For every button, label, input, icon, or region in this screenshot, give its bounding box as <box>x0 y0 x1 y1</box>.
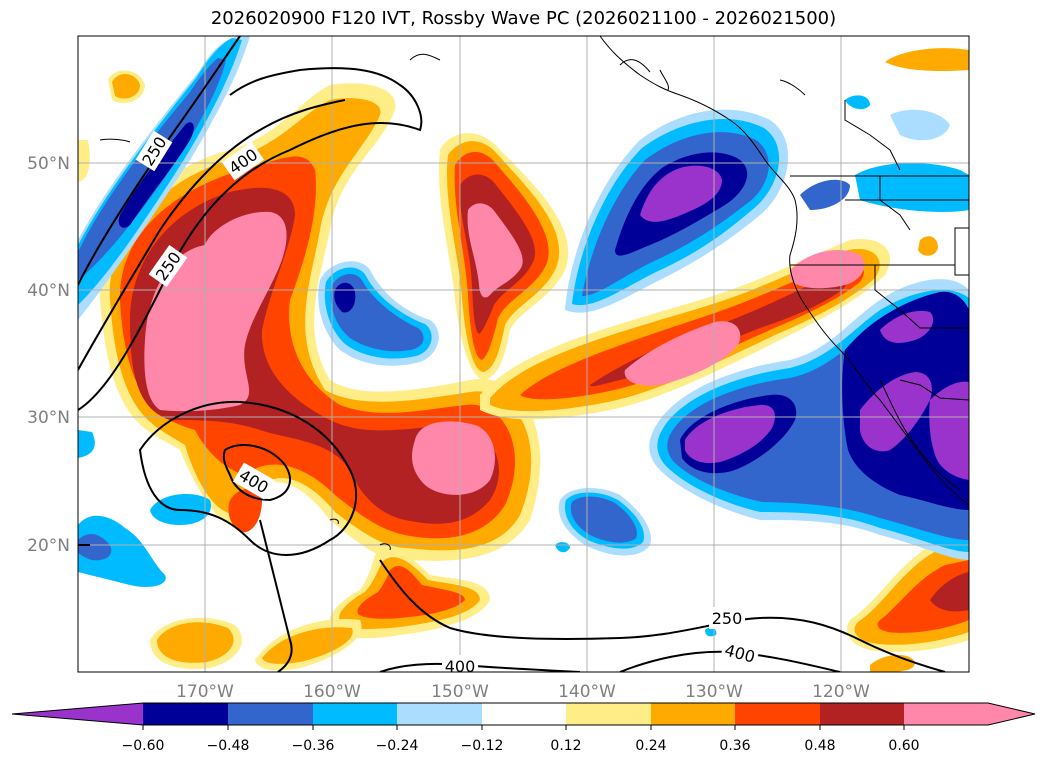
colorbar-bin-1 <box>143 703 228 725</box>
contour-label-250-c: 250 <box>712 609 743 628</box>
positive-anomaly-central <box>438 133 569 380</box>
colorbar-tick-7: 0.24 <box>635 738 666 754</box>
colorbar-bin-6 <box>566 703 651 725</box>
positive-anomaly-east <box>480 239 891 420</box>
coastline <box>99 36 969 551</box>
colorbar-bin-5 <box>482 703 566 725</box>
lon-label-150w: 150°W <box>431 682 489 702</box>
positive-anomaly-southeast <box>846 48 969 672</box>
lon-label-120w: 120°W <box>812 682 870 702</box>
map-frame <box>77 35 970 673</box>
colorbar-bin-8 <box>735 703 820 725</box>
negative-anomaly-central <box>318 261 439 366</box>
colorbar-bin-2 <box>228 703 313 725</box>
map-area: 250 400 250 400 250 400 400 <box>78 36 969 676</box>
lat-label-50n: 50°N <box>27 154 70 174</box>
lon-label-130w: 130°W <box>685 682 743 702</box>
colorbar-tick-1: −0.60 <box>122 738 165 754</box>
colorbar-tick-6: 0.12 <box>550 738 581 754</box>
map-gridlines <box>78 36 969 672</box>
lon-label-140w: 140°W <box>558 682 616 702</box>
colorbar-low-extend <box>12 703 143 725</box>
colorbar-bin-7 <box>651 703 735 725</box>
latitude-labels: 50°N 40°N 30°N 20°N <box>27 154 70 556</box>
colorbar-tick-2: −0.48 <box>207 738 250 754</box>
positive-anomaly-south <box>78 70 490 671</box>
contour-400-west-south <box>259 519 293 672</box>
negative-anomaly-southeast <box>649 279 969 560</box>
colorbar-tick-8: 0.36 <box>719 738 750 754</box>
contour-250-northwest <box>78 36 241 286</box>
political-borders <box>790 36 969 401</box>
contour-250-south <box>379 559 946 672</box>
lat-label-40n: 40°N <box>27 281 70 301</box>
colorbar: −0.60 −0.48 −0.36 −0.24 −0.12 0.12 0.24 … <box>11 702 1036 754</box>
contour-400-north <box>78 67 423 411</box>
lon-label-160w: 160°W <box>303 682 361 702</box>
contour-label-400-d: 400 <box>445 657 476 676</box>
colorbar-bin-9 <box>820 703 904 725</box>
contour-400-northwest <box>78 99 346 371</box>
lat-label-20n: 20°N <box>27 536 70 556</box>
map-title: 2026020900 F120 IVT, Rossby Wave PC (202… <box>210 8 837 29</box>
colorbar-bin-4 <box>397 703 482 725</box>
colorbar-tick-10: 0.60 <box>888 738 919 754</box>
lat-label-30n: 30°N <box>27 408 70 428</box>
contour-400-lower-lobe-inner <box>222 444 291 502</box>
lon-label-170w: 170°W <box>176 682 234 702</box>
colorbar-tick-5: −0.12 <box>461 738 504 754</box>
colorbar-tick-3: −0.36 <box>292 738 335 754</box>
contour-400-lower-lobe <box>138 400 358 556</box>
positive-anomaly-west <box>99 83 541 561</box>
colorbar-bin-3 <box>313 703 397 725</box>
longitude-labels: 170°W 160°W 150°W 140°W 130°W 120°W <box>176 682 870 702</box>
colorbar-high-extend <box>904 703 1035 725</box>
negative-anomaly-south <box>78 430 717 637</box>
colorbar-tick-4: −0.24 <box>376 738 419 754</box>
colorbar-tick-9: 0.48 <box>804 738 835 754</box>
